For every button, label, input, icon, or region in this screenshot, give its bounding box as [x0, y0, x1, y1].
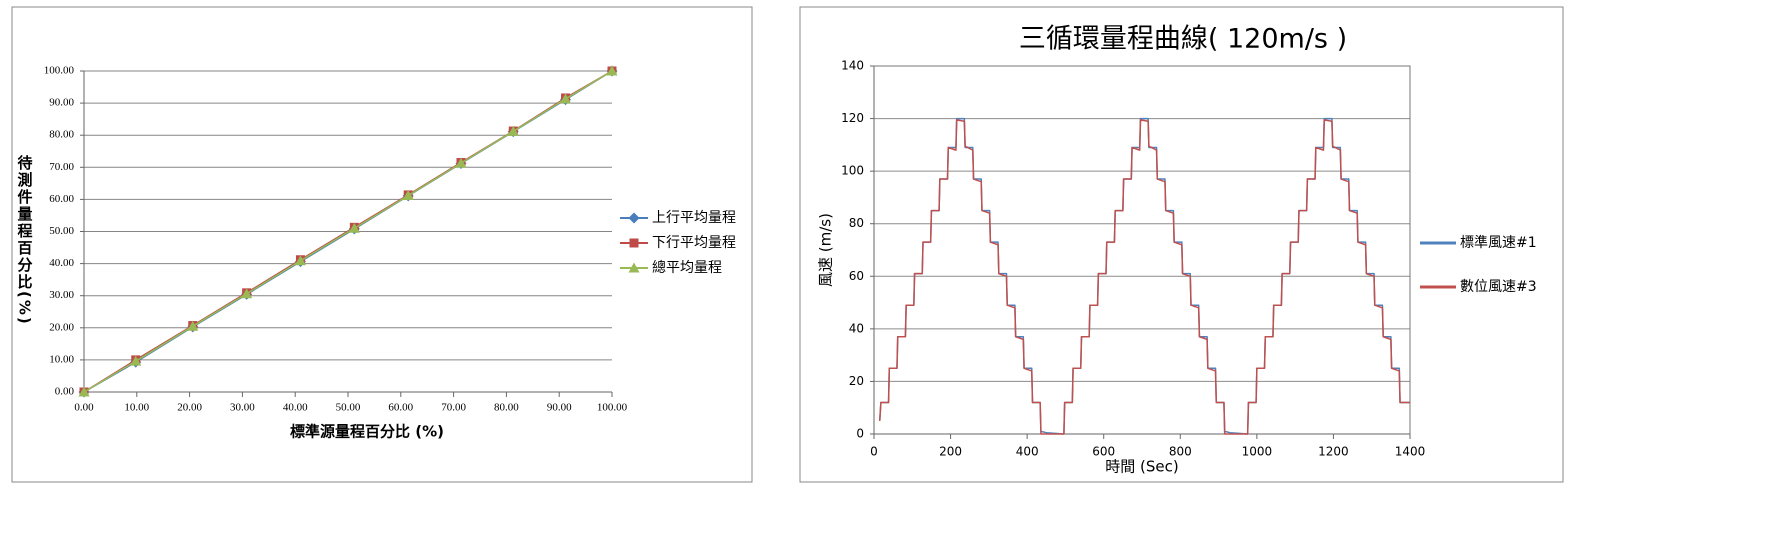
marker [606, 65, 618, 76]
x-tick-label: 0.00 [74, 402, 94, 414]
x-tick-label: 80.00 [494, 402, 519, 414]
y-tick-label: 60.00 [49, 193, 74, 205]
legend-label: 總平均量程 [652, 259, 722, 276]
legend-label: 數位風速#3 [1460, 279, 1537, 295]
legend-marker [628, 262, 640, 273]
marker [560, 93, 572, 104]
y-tick-label: 50.00 [49, 225, 74, 237]
marker [294, 255, 306, 266]
y-axis-title: 待測件量程百分比(%) [16, 154, 34, 326]
y-tick-label: 40.00 [49, 257, 74, 269]
x-tick-label: 200 [939, 445, 962, 459]
legend-label: 下行平均量程 [652, 235, 736, 251]
legend-marker [629, 238, 639, 248]
x-axis-title: 標準源量程百分比 (%) [290, 423, 444, 441]
y-tick-label: 0.00 [55, 386, 75, 398]
x-tick-label: 10.00 [124, 402, 149, 414]
x-tick-label: 20.00 [177, 402, 202, 414]
marker [402, 190, 414, 201]
x-tick-label: 1000 [1242, 445, 1273, 459]
y-tick-label: 120 [841, 111, 864, 125]
y-axis-title: 風速 (m/s) [817, 213, 835, 287]
legend-label: 上行平均量程 [652, 210, 736, 226]
panel-frame [11, 6, 753, 483]
marker [241, 288, 253, 299]
y-tick-label: 80 [849, 216, 864, 230]
y-tick-label: 60 [849, 269, 864, 283]
x-tick-label: 800 [1169, 445, 1192, 459]
x-tick-label: 60.00 [388, 402, 413, 414]
x-tick-label: 70.00 [441, 402, 466, 414]
x-tick-label: 1200 [1318, 445, 1349, 459]
y-tick-label: 140 [841, 59, 864, 73]
marker [507, 125, 519, 136]
y-tick-label: 10.00 [49, 353, 74, 365]
y-tick-label: 90.00 [49, 97, 74, 109]
x-tick-label: 40.00 [283, 402, 308, 414]
x-tick-label: 0 [870, 445, 878, 459]
y-tick-label: 100 [841, 164, 864, 178]
y-tick-label: 100.00 [44, 65, 75, 77]
y-tick-label: 30.00 [49, 289, 74, 301]
y-tick-label: 80.00 [49, 129, 74, 141]
legend-label: 標準風速#1 [1460, 235, 1537, 251]
chart-title: 三循環量程曲線( 120m/s ) [1019, 24, 1347, 55]
x-tick-label: 30.00 [230, 402, 255, 414]
x-tick-label: 600 [1092, 445, 1115, 459]
x-tick-label: 100.00 [597, 402, 628, 414]
marker [187, 320, 199, 331]
x-tick-label: 50.00 [336, 402, 361, 414]
marker [348, 222, 360, 233]
x-tick-label: 1400 [1395, 445, 1426, 459]
marker [130, 355, 142, 366]
y-tick-label: 0 [856, 427, 864, 441]
x-axis-title: 時間 (Sec) [1105, 458, 1178, 476]
x-tick-label: 90.00 [547, 402, 572, 414]
y-tick-label: 20.00 [49, 321, 74, 333]
y-tick-label: 40 [849, 321, 864, 335]
y-tick-label: 70.00 [49, 161, 74, 173]
marker [78, 386, 90, 397]
series-line [878, 119, 1410, 435]
y-tick-label: 20 [849, 374, 864, 388]
x-tick-label: 400 [1016, 445, 1039, 459]
legend-marker [628, 212, 640, 224]
marker [455, 157, 467, 168]
